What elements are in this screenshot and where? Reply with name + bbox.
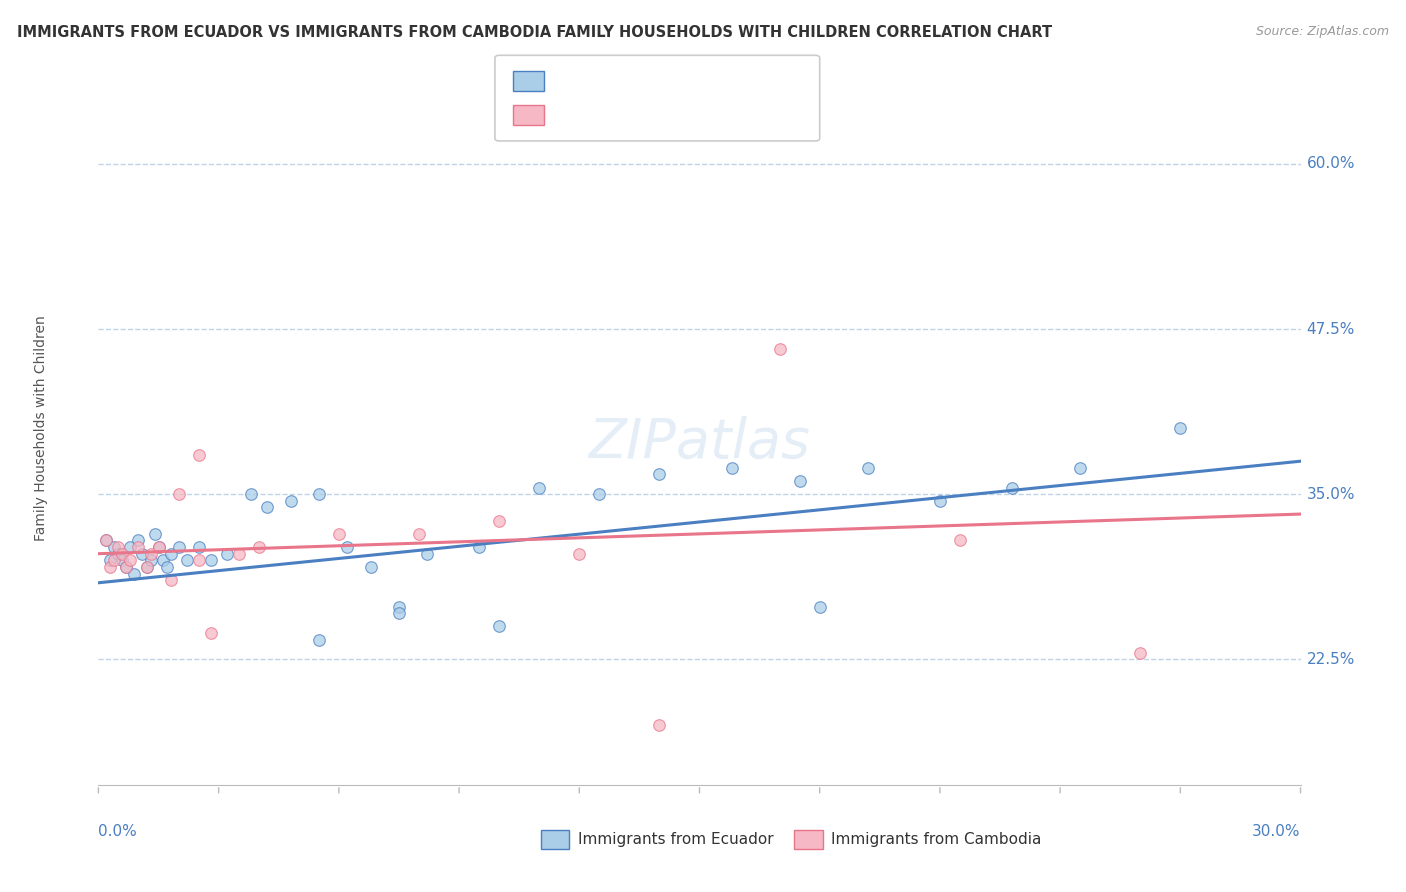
Point (152, 553, 174, 567)
Point (115, 560, 138, 574)
Point (808, 599, 831, 614)
Point (96, 533, 118, 548)
Point (100, 560, 122, 574)
Text: R =: R = (555, 70, 593, 88)
Point (120, 540, 142, 554)
Point (388, 606, 411, 620)
Point (408, 527, 430, 541)
Point (239, 487, 262, 501)
Point (115, 560, 138, 574)
Point (159, 573, 181, 587)
Point (103, 553, 125, 567)
Point (103, 540, 125, 554)
Text: 0.055: 0.055 (595, 104, 650, 122)
Text: 60.0%: 60.0% (1306, 156, 1355, 171)
Text: 30.0%: 30.0% (1253, 824, 1301, 839)
Point (1170, 421, 1192, 435)
Point (328, 527, 350, 541)
Point (588, 487, 610, 501)
Text: 22.5%: 22.5% (1306, 652, 1355, 667)
Point (111, 553, 134, 567)
Point (148, 540, 170, 554)
Point (1069, 460, 1091, 475)
Point (228, 547, 250, 561)
Text: Family Households with Children: Family Households with Children (34, 315, 48, 541)
Point (128, 540, 150, 554)
Point (468, 540, 491, 554)
Point (416, 547, 439, 561)
Point (159, 547, 181, 561)
Text: Source: ZipAtlas.com: Source: ZipAtlas.com (1256, 25, 1389, 38)
Point (648, 467, 671, 482)
Text: R =: R = (555, 104, 593, 122)
Point (167, 540, 190, 554)
Point (100, 553, 122, 567)
Point (360, 560, 382, 574)
Point (280, 493, 302, 508)
Point (200, 553, 222, 567)
Point (176, 553, 198, 567)
Point (155, 560, 177, 574)
Text: N =: N = (647, 70, 686, 88)
Point (124, 566, 146, 581)
Point (768, 342, 790, 356)
Point (135, 560, 157, 574)
Point (200, 626, 222, 640)
Point (111, 547, 134, 561)
Point (789, 474, 811, 488)
Point (529, 481, 551, 495)
Point (139, 553, 162, 567)
Point (135, 560, 157, 574)
Text: N =: N = (647, 104, 686, 122)
Text: Immigrants from Ecuador: Immigrants from Ecuador (578, 832, 773, 847)
Point (148, 540, 170, 554)
Point (720, 460, 742, 475)
Point (1129, 646, 1152, 660)
Text: 0.433: 0.433 (595, 70, 650, 88)
Point (336, 540, 359, 554)
Text: 45: 45 (682, 70, 706, 88)
Text: 35.0%: 35.0% (1306, 487, 1355, 501)
Point (128, 533, 150, 548)
Text: IMMIGRANTS FROM ECUADOR VS IMMIGRANTS FROM CAMBODIA FAMILY HOUSEHOLDS WITH CHILD: IMMIGRANTS FROM ECUADOR VS IMMIGRANTS FR… (17, 25, 1052, 40)
Point (215, 547, 238, 561)
Point (107, 547, 129, 561)
Point (1001, 481, 1024, 495)
Point (143, 527, 166, 541)
Point (488, 619, 510, 633)
Point (388, 599, 411, 614)
Point (107, 540, 129, 554)
Text: ZIPatlas: ZIPatlas (589, 416, 810, 469)
Text: Immigrants from Cambodia: Immigrants from Cambodia (831, 832, 1042, 847)
Point (167, 487, 190, 501)
Point (568, 547, 591, 561)
Point (488, 514, 510, 528)
Point (120, 553, 142, 567)
Point (187, 448, 209, 462)
Point (929, 493, 952, 508)
Point (256, 500, 278, 515)
Point (139, 547, 162, 561)
Text: 47.5%: 47.5% (1306, 321, 1355, 336)
Point (187, 553, 209, 567)
Point (131, 547, 153, 561)
Point (247, 540, 270, 554)
Text: 0.0%: 0.0% (98, 824, 138, 839)
Point (856, 460, 879, 475)
Point (96, 533, 118, 548)
Point (308, 632, 330, 647)
Point (648, 718, 671, 732)
Text: 26: 26 (682, 104, 706, 122)
Point (308, 487, 330, 501)
Point (187, 540, 209, 554)
Point (949, 533, 972, 548)
